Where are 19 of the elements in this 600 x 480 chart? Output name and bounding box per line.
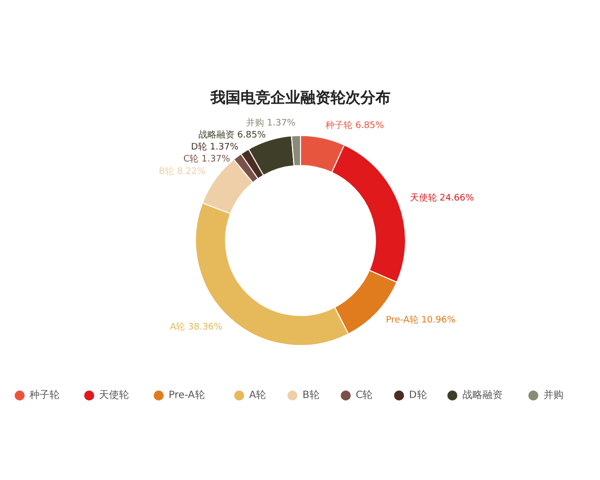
legend-label: B轮 [302,389,320,401]
category-label: 战略融资 6.85% [198,130,266,141]
legend-label: C轮 [356,389,373,401]
legend-label: 天使轮 [99,389,130,401]
category-label: B轮 8.22% [158,167,206,178]
legend-label: 战略融资 [462,389,502,401]
category-label: Pre-A轮 10.96% [386,316,456,326]
legend-label: A轮 [249,389,266,401]
legend-label: Pre-A轮 [168,389,205,401]
category-label: 并购 1.37% [246,118,296,129]
legend-label: 种子轮 [30,389,60,401]
category-label: D轮 1.37% [191,142,238,153]
chart-title: 我国电竞企业融资轮次分布 [210,88,390,106]
legend-label: D轮 [409,389,427,401]
category-label: C轮 1.37% [183,154,230,165]
category-label: 天使轮 24.66% [410,194,474,204]
legend-label: 并购 [543,389,564,401]
category-label: A轮 38.36% [170,322,222,333]
category-label: 种子轮 6.85% [325,121,384,132]
